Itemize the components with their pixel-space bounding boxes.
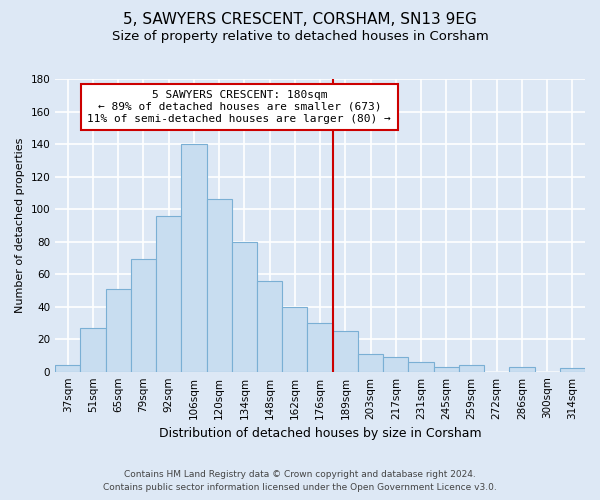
- Text: 5, SAWYERS CRESCENT, CORSHAM, SN13 9EG: 5, SAWYERS CRESCENT, CORSHAM, SN13 9EG: [123, 12, 477, 28]
- Y-axis label: Number of detached properties: Number of detached properties: [15, 138, 25, 313]
- Bar: [560, 368, 585, 372]
- Bar: [181, 144, 206, 372]
- Bar: [156, 216, 181, 372]
- Bar: [358, 354, 383, 372]
- X-axis label: Distribution of detached houses by size in Corsham: Distribution of detached houses by size …: [159, 427, 481, 440]
- Text: 5 SAWYERS CRESCENT: 180sqm
← 89% of detached houses are smaller (673)
11% of sem: 5 SAWYERS CRESCENT: 180sqm ← 89% of deta…: [88, 90, 391, 124]
- Text: Contains HM Land Registry data © Crown copyright and database right 2024.
Contai: Contains HM Land Registry data © Crown c…: [103, 470, 497, 492]
- Bar: [409, 362, 434, 372]
- Bar: [332, 331, 358, 372]
- Bar: [55, 365, 80, 372]
- Text: Size of property relative to detached houses in Corsham: Size of property relative to detached ho…: [112, 30, 488, 43]
- Bar: [257, 280, 282, 372]
- Bar: [80, 328, 106, 372]
- Bar: [282, 306, 307, 372]
- Bar: [383, 357, 409, 372]
- Bar: [434, 367, 459, 372]
- Bar: [131, 260, 156, 372]
- Bar: [206, 200, 232, 372]
- Bar: [509, 367, 535, 372]
- Bar: [307, 323, 332, 372]
- Bar: [232, 242, 257, 372]
- Bar: [106, 289, 131, 372]
- Bar: [459, 365, 484, 372]
